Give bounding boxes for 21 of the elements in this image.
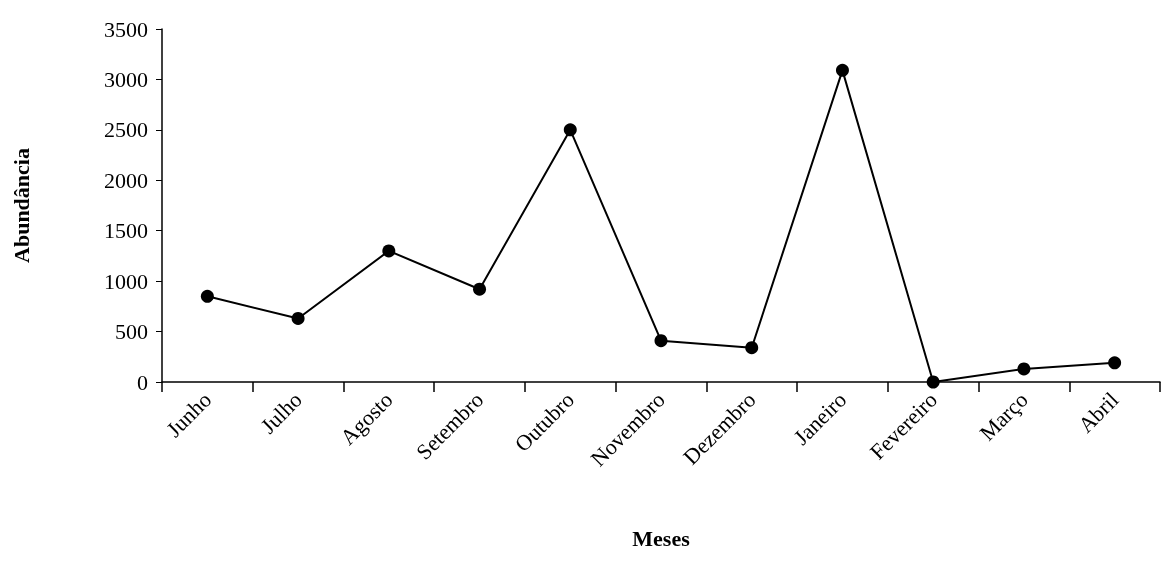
point [291,311,305,325]
y-tick-label: 2000 [104,167,148,193]
point [654,334,668,348]
y-tick-label: 3500 [104,16,148,42]
y-tick-label: 3000 [104,66,148,92]
point [1108,356,1122,370]
point [1017,362,1031,376]
y-tick-label: 2500 [104,117,148,143]
y-tick-label: 1000 [104,268,148,294]
point [926,375,940,389]
point [745,341,759,355]
y-tick-label: 500 [115,319,148,345]
point [473,282,487,296]
point [200,289,214,303]
y-tick-label: 1500 [104,218,148,244]
point [835,63,849,77]
y-axis-title: Abundância [8,148,34,263]
x-axis-title: Meses [632,525,691,551]
point [563,123,577,137]
y-tick-label: 0 [137,369,148,395]
point [382,244,396,258]
